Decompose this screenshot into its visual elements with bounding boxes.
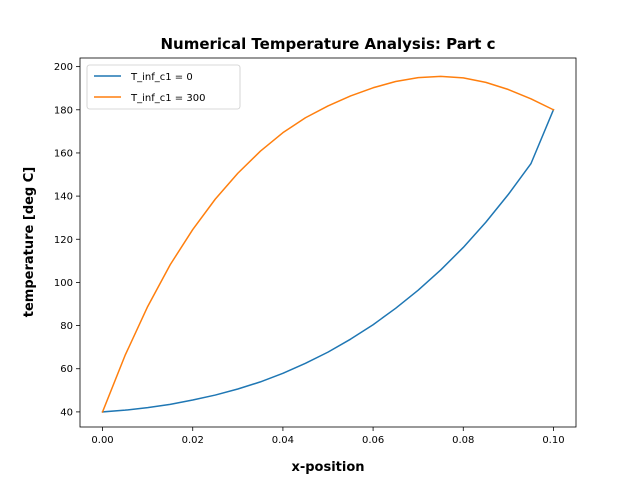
legend-box: [86, 64, 241, 110]
y-tick-label: 100: [54, 278, 73, 289]
x-tick-label: 0.06: [362, 435, 384, 446]
y-tick-label: 140: [54, 192, 73, 203]
legend-label-2: T_inf_c1 = 300: [130, 93, 205, 104]
y-tick-label: 200: [54, 62, 73, 73]
chart-title: Numerical Temperature Analysis: Part c: [160, 35, 495, 53]
x-axis-label: x-position: [291, 460, 364, 475]
legend-label-1: T_inf_c1 = 0: [130, 72, 193, 83]
y-tick-label: 40: [60, 407, 73, 418]
x-tick-label: 0.00: [91, 435, 113, 446]
y-tick-label: 80: [60, 321, 73, 332]
x-tick-label: 0.08: [452, 435, 474, 446]
x-tick-label: 0.04: [272, 435, 294, 446]
y-tick-label: 60: [60, 364, 73, 375]
series-line-2: [101, 75, 555, 413]
plot-area: 0.00 0.02 0.04 0.06 0.08 0.10 40 60 80 100 120 140 1…: [54, 57, 577, 446]
y-tick-label: 180: [54, 105, 73, 116]
axes-frame: [79, 57, 577, 428]
series-line-1: [101, 108, 555, 413]
y-axis-label: temperature [deg C]: [22, 167, 37, 317]
y-tick-label: 160: [54, 148, 73, 159]
y-tick-label: 120: [54, 235, 73, 246]
x-tick-label: 0.10: [542, 435, 564, 446]
x-tick-label: 0.02: [182, 435, 204, 446]
legend: T_inf_c1 = 0 T_inf_c1 = 300: [86, 64, 241, 110]
